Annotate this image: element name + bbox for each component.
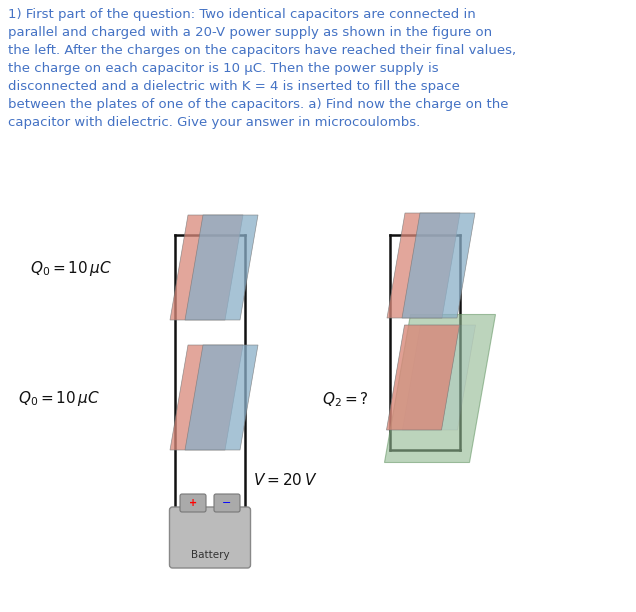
Text: $\mathit{Q}_0 = 10\,\mu C$: $\mathit{Q}_0 = 10\,\mu C$ [18,389,100,408]
Polygon shape [402,213,475,318]
Text: +: + [189,498,197,508]
Polygon shape [385,315,495,463]
Polygon shape [170,215,243,320]
Polygon shape [170,345,243,450]
FancyBboxPatch shape [170,507,251,568]
Polygon shape [403,325,476,430]
FancyBboxPatch shape [214,494,240,512]
Text: −: − [223,498,232,508]
Polygon shape [185,345,258,450]
Polygon shape [387,213,460,318]
Polygon shape [185,215,258,320]
Text: 1) First part of the question: Two identical capacitors are connected in
paralle: 1) First part of the question: Two ident… [8,8,516,129]
Polygon shape [387,325,459,430]
Text: $V = 20\,V$: $V = 20\,V$ [253,472,317,488]
Text: Battery: Battery [191,550,230,560]
FancyBboxPatch shape [180,494,206,512]
Text: $Q_2 =?$: $Q_2 =?$ [322,390,369,409]
Text: $Q_0 = 10\,\mu C$: $Q_0 = 10\,\mu C$ [30,258,112,277]
